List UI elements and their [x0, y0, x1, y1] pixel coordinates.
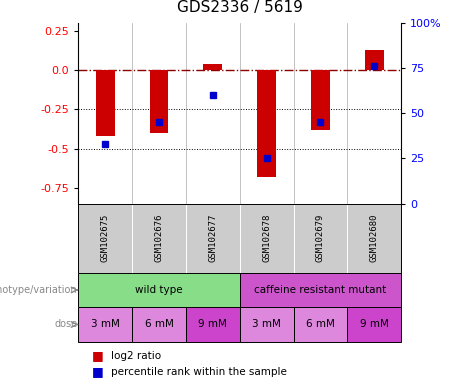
Bar	[203, 64, 222, 70]
Text: 9 mM: 9 mM	[360, 319, 389, 329]
Bar	[78, 273, 240, 307]
Text: 3 mM: 3 mM	[91, 319, 120, 329]
Text: 6 mM: 6 mM	[306, 319, 335, 329]
Bar	[294, 307, 347, 342]
Bar	[311, 70, 330, 130]
Bar	[365, 50, 384, 70]
Text: 3 mM: 3 mM	[252, 319, 281, 329]
Bar	[257, 70, 276, 177]
Text: ■: ■	[92, 349, 108, 362]
Bar	[240, 273, 401, 307]
Text: genotype/variation: genotype/variation	[0, 285, 77, 295]
Text: percentile rank within the sample: percentile rank within the sample	[111, 366, 287, 377]
Bar	[150, 70, 168, 133]
Bar	[186, 307, 240, 342]
Text: wild type: wild type	[135, 285, 183, 295]
Text: 6 mM: 6 mM	[145, 319, 173, 329]
Text: GSM102680: GSM102680	[370, 214, 378, 262]
Text: dose: dose	[54, 319, 77, 329]
Text: GSM102675: GSM102675	[101, 214, 110, 262]
Bar	[347, 307, 401, 342]
Text: log2 ratio: log2 ratio	[111, 351, 161, 361]
Text: GSM102679: GSM102679	[316, 214, 325, 262]
Bar	[78, 307, 132, 342]
Text: GSM102678: GSM102678	[262, 214, 271, 262]
Text: GSM102677: GSM102677	[208, 214, 217, 262]
Text: ■: ■	[92, 365, 108, 378]
Text: 9 mM: 9 mM	[198, 319, 227, 329]
Bar	[240, 307, 294, 342]
Text: GSM102676: GSM102676	[154, 214, 164, 262]
Bar	[132, 307, 186, 342]
Bar	[96, 70, 115, 136]
Text: caffeine resistant mutant: caffeine resistant mutant	[254, 285, 386, 295]
Text: GDS2336 / 5619: GDS2336 / 5619	[177, 0, 303, 15]
